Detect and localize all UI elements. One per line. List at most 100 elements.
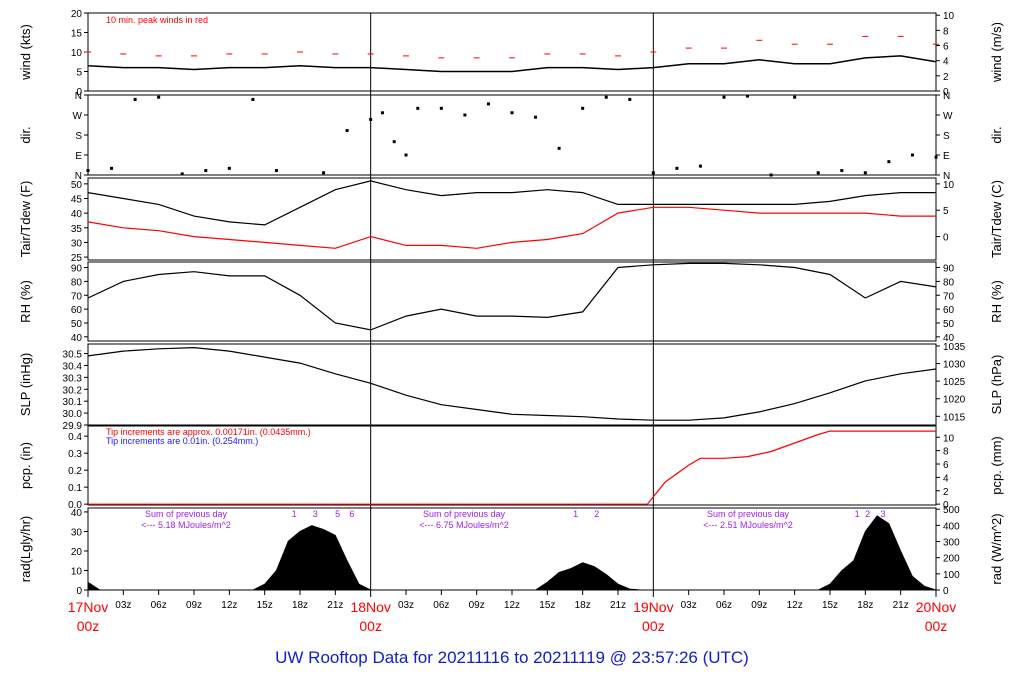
pcp-in-tick-label: 0.2 bbox=[68, 466, 82, 477]
wind-direction-point bbox=[722, 95, 726, 99]
wind-direction-point bbox=[416, 106, 420, 110]
wind-direction-point bbox=[404, 153, 408, 157]
slp-hpa-tick-label: 1020 bbox=[943, 395, 966, 406]
temp-f-tick-label: 30 bbox=[71, 238, 83, 249]
slp-hpa-tick-label: 1035 bbox=[943, 342, 966, 353]
wind-ms-tick-label: 0 bbox=[943, 87, 949, 98]
wind-direction-point bbox=[204, 169, 208, 173]
wind-direction-point bbox=[392, 140, 396, 144]
y-axis-label-left: SLP (inHg) bbox=[18, 353, 33, 416]
x-day-label: 17Nov bbox=[68, 599, 108, 615]
pcp-mm-tick-label: 8 bbox=[943, 447, 949, 458]
rh-right-tick-label: 60 bbox=[943, 305, 955, 316]
rad-summary-value: <--- 6.75 MJoules/m^2 bbox=[419, 520, 509, 530]
rh-right-tick-label: 80 bbox=[943, 277, 955, 288]
wind-direction-point bbox=[157, 95, 161, 99]
wind-direction-point bbox=[840, 169, 844, 173]
dir-left-tick-label: W bbox=[73, 111, 83, 122]
wind-direction-point bbox=[816, 171, 820, 175]
wind-speed-line bbox=[87, 55, 937, 73]
wind-direction-point bbox=[651, 171, 655, 175]
rh-right-tick-label: 90 bbox=[943, 264, 955, 275]
x-hour-tick-label: 03z bbox=[115, 600, 131, 611]
rad-wm2-tick-label: 400 bbox=[943, 521, 960, 532]
wind-direction-point bbox=[604, 95, 608, 99]
y-axis-label-right: dir. bbox=[989, 126, 1004, 143]
rad-lgly-tick-label: 40 bbox=[71, 508, 83, 519]
wind-ms-tick-label: 8 bbox=[943, 26, 949, 37]
dir-right-tick-label: S bbox=[943, 131, 950, 142]
rad-wm2-tick-label: 300 bbox=[943, 538, 960, 549]
rh-left-tick-label: 50 bbox=[71, 319, 83, 330]
wind-kts-tick-label: 0 bbox=[76, 87, 82, 98]
wind-direction-point bbox=[863, 171, 867, 175]
wind-direction-point bbox=[769, 173, 773, 177]
rh-left-tick-label: 60 bbox=[71, 305, 83, 316]
y-axis-label-right: wind (m/s) bbox=[989, 22, 1004, 83]
wind-direction-point bbox=[86, 169, 90, 173]
x-hour-tick-label: 06z bbox=[433, 600, 449, 611]
rh-left-tick-label: 90 bbox=[71, 264, 83, 275]
x-day-hour-label: 00z bbox=[642, 618, 665, 634]
panel-frame bbox=[87, 177, 937, 261]
pcp-in-tick-label: 0.0 bbox=[68, 500, 82, 511]
wind-kts-tick-label: 5 bbox=[76, 68, 82, 79]
dir-left-tick-label: N bbox=[75, 91, 82, 102]
dir-right-tick-label: W bbox=[943, 111, 953, 122]
slp-inhg-tick-label: 30.4 bbox=[63, 361, 83, 372]
rad-hour-marker: 1 bbox=[855, 509, 860, 519]
pcp-mm-tick-label: 0 bbox=[943, 500, 949, 511]
rad-wm2-tick-label: 100 bbox=[943, 570, 960, 581]
temp-c-tick-label: 10 bbox=[943, 180, 955, 191]
slp-inhg-tick-label: 30.1 bbox=[63, 397, 83, 408]
x-hour-tick-label: 06z bbox=[716, 600, 732, 611]
pcp-mm-tick-label: 10 bbox=[943, 433, 955, 444]
rad-summary-title: Sum of previous day bbox=[145, 509, 228, 519]
wind-direction-point bbox=[463, 113, 467, 117]
rad-summary-value: <--- 5.18 MJoules/m^2 bbox=[141, 520, 231, 530]
rad-hour-marker: 2 bbox=[594, 509, 599, 519]
rad-summary-title: Sum of previous day bbox=[707, 509, 790, 519]
slp-inhg-tick-label: 30.3 bbox=[63, 373, 83, 384]
temp-f-tick-label: 35 bbox=[71, 224, 83, 235]
rad-lgly-tick-label: 30 bbox=[71, 527, 83, 538]
rad-lgly-tick-label: 20 bbox=[71, 547, 83, 558]
footer-title: UW Rooftop Data for 20211116 to 20211119… bbox=[275, 648, 749, 667]
wind-direction-point bbox=[251, 97, 255, 101]
temp-f-tick-label: 25 bbox=[71, 253, 83, 264]
wind-kts-tick-label: 20 bbox=[71, 9, 83, 20]
slp-hpa-tick-label: 1030 bbox=[943, 360, 966, 371]
precip-line bbox=[88, 430, 936, 505]
radiation-area bbox=[87, 515, 937, 591]
x-hour-tick-label: 09z bbox=[186, 600, 202, 611]
wind-ms-tick-label: 4 bbox=[943, 57, 949, 68]
wind-direction-point bbox=[510, 111, 514, 115]
temp-f-tick-label: 50 bbox=[71, 180, 83, 191]
wind-direction-point bbox=[486, 102, 490, 106]
rh-left-tick-label: 40 bbox=[71, 333, 83, 344]
wind-kts-tick-label: 10 bbox=[71, 48, 83, 59]
pcp-in-tick-label: 0.4 bbox=[68, 432, 82, 443]
y-axis-label-left: dir. bbox=[18, 126, 33, 143]
wind-direction-point bbox=[322, 171, 326, 175]
rad-hour-marker: 6 bbox=[349, 509, 354, 519]
rad-hour-marker: 5 bbox=[335, 509, 340, 519]
rad-summary-value: <--- 2.51 MJoules/m^2 bbox=[703, 520, 793, 530]
x-hour-tick-label: 12z bbox=[504, 600, 520, 611]
y-axis-label-left: pcp. (in) bbox=[18, 442, 33, 489]
slp-hpa-tick-label: 1025 bbox=[943, 377, 966, 388]
x-hour-tick-label: 06z bbox=[151, 600, 167, 611]
x-hour-tick-label: 03z bbox=[398, 600, 414, 611]
x-hour-tick-label: 03z bbox=[681, 600, 697, 611]
x-day-label: 18Nov bbox=[350, 599, 390, 615]
dir-left-tick-label: N bbox=[75, 171, 82, 182]
dir-left-tick-label: S bbox=[75, 131, 82, 142]
rad-lgly-tick-label: 0 bbox=[76, 586, 82, 597]
rad-hour-marker: 3 bbox=[880, 509, 885, 519]
wind-direction-point bbox=[934, 155, 938, 159]
pcp-note-tip: Tip increments are 0.01in. (0.254mm.) bbox=[106, 436, 258, 446]
slp-inhg-tick-label: 30.2 bbox=[63, 385, 83, 396]
temp-c-tick-label: 0 bbox=[943, 233, 949, 244]
pcp-note-approx: Tip increments are approx. 0.00171in. (0… bbox=[106, 427, 311, 437]
wind-direction-point bbox=[180, 172, 184, 176]
